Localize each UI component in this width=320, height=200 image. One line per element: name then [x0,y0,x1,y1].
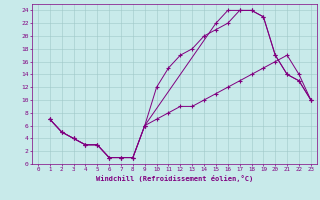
X-axis label: Windchill (Refroidissement éolien,°C): Windchill (Refroidissement éolien,°C) [96,175,253,182]
